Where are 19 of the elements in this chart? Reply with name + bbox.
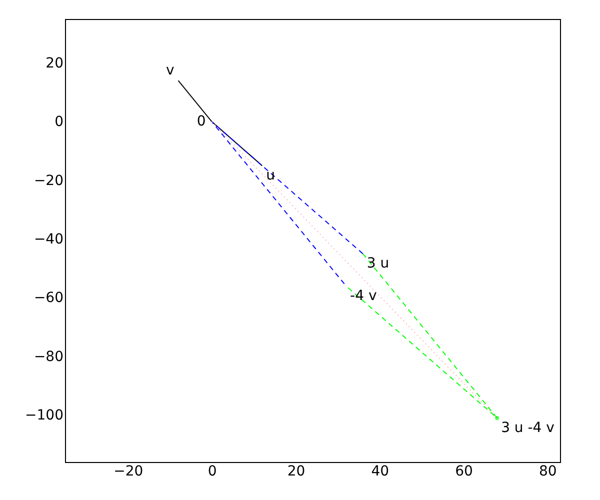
y-tick-label: 20 (46, 56, 64, 72)
annotation: 3 u -4 v (501, 420, 554, 436)
y-tick-label: 0 (54, 114, 64, 130)
annotation: 0 (196, 114, 206, 130)
y-tick-label: −80 (34, 348, 64, 365)
y-tick-label: −20 (34, 172, 64, 189)
x-tick-label: 80 (539, 464, 557, 480)
y-tick-label: −60 (34, 290, 64, 306)
annotation: 3 u (366, 256, 390, 272)
x-tick-label: 40 (371, 464, 390, 480)
x-tick-label: −20 (114, 464, 144, 480)
x-tick-label: 0 (208, 464, 217, 480)
annotation: u (266, 168, 276, 184)
y-tick-label: −100 (25, 408, 64, 424)
annotation: -4 v (350, 288, 377, 304)
annotation: v (166, 62, 174, 79)
y-tick-label: −40 (34, 232, 64, 248)
x-tick-label: 20 (287, 464, 306, 480)
x-tick-label: 60 (455, 464, 473, 480)
